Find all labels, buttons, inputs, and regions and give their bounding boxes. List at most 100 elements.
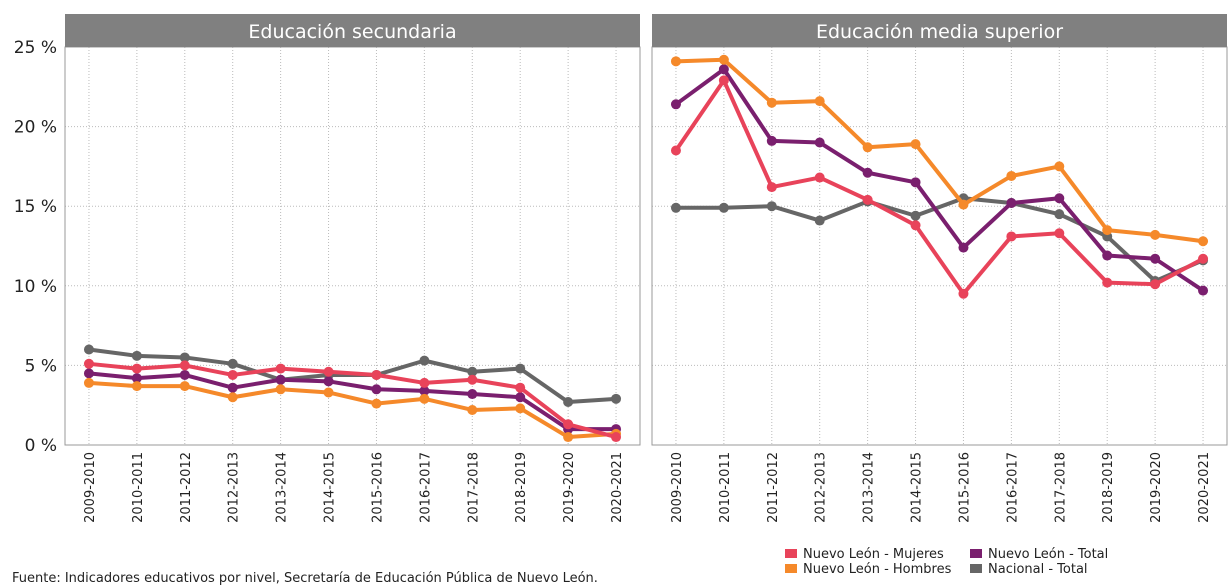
x-tick-label: 2018-2019 <box>1101 452 1116 523</box>
data-point <box>766 97 777 108</box>
data-point <box>179 381 190 392</box>
data-point <box>1198 285 1209 296</box>
data-point <box>910 177 921 188</box>
x-tick-label: 2015-2016 <box>957 452 972 523</box>
data-point <box>371 384 382 395</box>
series-line <box>674 78 1204 296</box>
data-point <box>1150 253 1161 264</box>
data-point <box>1102 250 1113 261</box>
x-tick-label: 2010-2011 <box>131 452 146 523</box>
data-point <box>862 194 873 205</box>
data-point <box>515 382 526 393</box>
data-point <box>179 352 190 363</box>
data-point <box>611 432 622 443</box>
data-point <box>467 404 478 415</box>
data-point <box>371 369 382 380</box>
data-point <box>718 54 729 65</box>
data-point <box>910 139 921 150</box>
data-point <box>670 145 681 156</box>
x-tick-label: 2020-2021 <box>1197 452 1212 523</box>
data-point <box>670 56 681 67</box>
data-point <box>515 363 526 374</box>
data-point <box>814 137 825 148</box>
x-tick-label: 2009-2010 <box>670 452 685 523</box>
data-point <box>958 288 969 299</box>
data-point <box>1150 279 1161 290</box>
data-point <box>131 350 142 361</box>
data-point <box>1198 236 1209 247</box>
data-point <box>323 387 334 398</box>
x-tick-label: 2016-2017 <box>1005 452 1020 523</box>
data-point <box>862 142 873 153</box>
data-point <box>814 215 825 226</box>
data-point <box>718 75 729 86</box>
data-point <box>766 201 777 212</box>
x-tick-label: 2014-2015 <box>323 452 338 523</box>
legend-swatch <box>785 549 797 558</box>
x-tick-label: 2010-2011 <box>718 452 733 523</box>
series-line <box>675 196 1204 284</box>
y-tick-label: 10 % <box>14 277 57 297</box>
series-line <box>88 361 617 439</box>
x-tick-label: 2012-2013 <box>814 452 829 523</box>
data-point <box>83 358 94 369</box>
data-point <box>419 355 430 366</box>
data-point <box>467 389 478 400</box>
data-point <box>227 382 238 393</box>
x-tick-label: 2019-2020 <box>1149 452 1164 523</box>
data-point <box>611 393 622 404</box>
legend-label: Nuevo León - Total <box>988 547 1108 562</box>
data-point <box>1006 170 1017 181</box>
series-line <box>674 67 1205 293</box>
data-point <box>958 199 969 210</box>
panel-title: Educación media superior <box>816 21 1063 43</box>
data-point <box>958 242 969 253</box>
x-tick-label: 2017-2018 <box>1053 452 1068 523</box>
data-point <box>814 172 825 183</box>
x-tick-label: 2012-2013 <box>227 452 242 523</box>
x-tick-label: 2011-2012 <box>766 452 781 523</box>
panel-border <box>651 46 1228 446</box>
data-point <box>131 373 142 384</box>
data-point <box>275 363 286 374</box>
x-tick-label: 2014-2015 <box>910 452 925 523</box>
data-point <box>83 377 94 388</box>
y-tick-label: 25 % <box>14 38 57 58</box>
source-note: Fuente: Indicadores educativos por nivel… <box>12 571 598 586</box>
data-point <box>83 368 94 379</box>
series-line <box>88 380 617 440</box>
data-point <box>131 363 142 374</box>
data-point <box>179 360 190 371</box>
data-point <box>227 358 238 369</box>
legend-label: Nacional - Total <box>988 562 1088 577</box>
series-line <box>675 57 1204 244</box>
x-tick-label: 2013-2014 <box>862 452 877 523</box>
data-point <box>1150 229 1161 240</box>
x-tick-label: 2018-2019 <box>514 452 529 523</box>
data-point <box>419 377 430 388</box>
data-point <box>766 135 777 146</box>
data-point <box>467 366 478 377</box>
data-point <box>910 220 921 231</box>
data-point <box>910 210 921 221</box>
data-point <box>179 369 190 380</box>
legend-swatch <box>970 564 982 573</box>
data-point <box>1006 231 1017 242</box>
data-point <box>323 366 334 377</box>
x-tick-label: 2017-2018 <box>466 452 481 523</box>
legend-swatch <box>785 564 797 573</box>
data-point <box>670 99 681 110</box>
x-tick-label: 2011-2012 <box>179 452 194 523</box>
data-point <box>323 376 334 387</box>
data-point <box>814 96 825 107</box>
y-tick-label: 5 % <box>25 356 57 376</box>
data-point <box>563 419 574 430</box>
data-point <box>515 403 526 414</box>
panel-header <box>652 14 1227 47</box>
data-point <box>275 374 286 385</box>
series-line <box>88 371 617 432</box>
x-tick-label: 2016-2017 <box>418 452 433 523</box>
data-point <box>227 369 238 380</box>
data-point <box>1054 161 1065 172</box>
y-tick-label: 0 % <box>25 436 57 456</box>
